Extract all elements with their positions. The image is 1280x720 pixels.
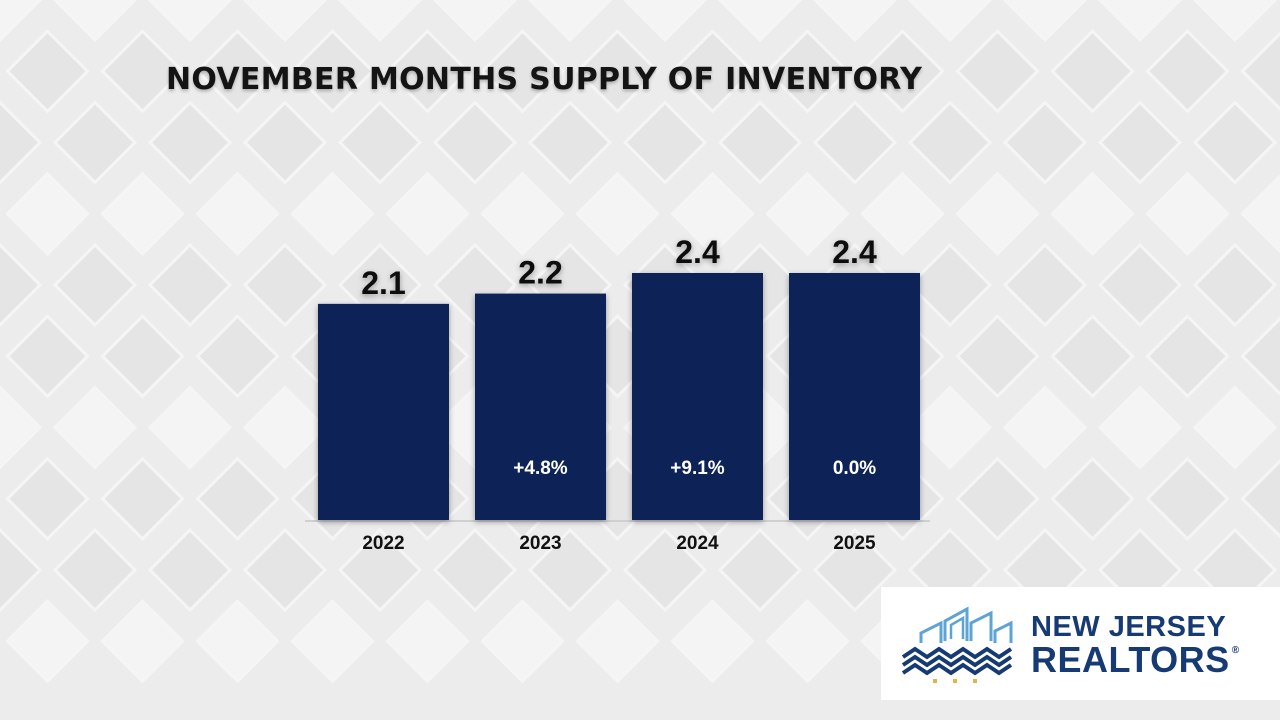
skyline-logo-icon (901, 606, 1013, 683)
x-tick-2022: 2022 (362, 533, 404, 554)
x-tick-2024: 2024 (676, 533, 719, 554)
value-label-2024: 2.4 (675, 234, 720, 270)
change-label-2023: +4.8% (513, 458, 568, 479)
chart-title: NOVEMBER MONTHS SUPPLY OF INVENTORY (166, 62, 923, 97)
bar-2025 (789, 273, 920, 520)
logo-text-line2: REALTORS ® (1031, 639, 1240, 681)
x-tick-2025: 2025 (833, 533, 876, 554)
logo-text-line1: NEW JERSEY (1031, 611, 1227, 643)
logo-text-line2-label: REALTORS (1031, 639, 1230, 680)
change-label-2025: 0.0% (833, 458, 876, 479)
bar-2024 (632, 273, 763, 520)
value-label-2025: 2.4 (832, 234, 877, 270)
x-tick-2023: 2023 (519, 533, 561, 554)
value-label-2022: 2.1 (361, 265, 405, 301)
bar-2023 (475, 293, 606, 520)
value-label-2023: 2.2 (518, 255, 562, 291)
registered-mark: ® (1231, 645, 1240, 656)
bar-2022 (318, 303, 449, 520)
logo: NEW JERSEY REALTORS ® (881, 587, 1280, 700)
change-label-2024: +9.1% (670, 458, 725, 479)
